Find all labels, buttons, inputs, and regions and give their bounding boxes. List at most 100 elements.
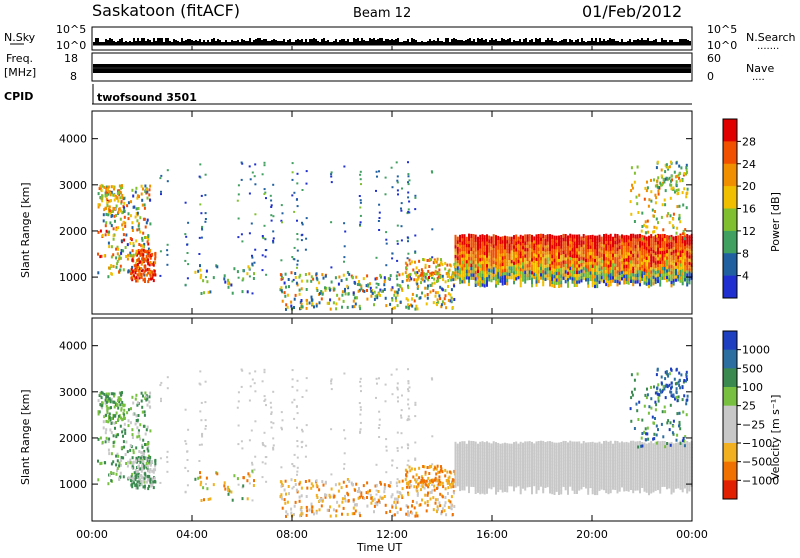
heatmap-cell [679, 214, 681, 217]
heatmap-cell [147, 465, 149, 468]
heatmap-cell [136, 207, 138, 210]
heatmap-cell [343, 463, 345, 465]
heatmap-cell [425, 471, 427, 474]
heatmap-cell [224, 481, 226, 484]
nsky-bar [493, 40, 495, 45]
heatmap-cell [376, 257, 378, 259]
heatmap-cell [440, 262, 442, 265]
heatmap-cell [130, 421, 132, 424]
heatmap-cell [112, 460, 114, 463]
heatmap-cell [408, 514, 410, 517]
heatmap-cell [401, 494, 403, 497]
heatmap-cell [647, 231, 649, 234]
heatmap-cell [108, 231, 110, 234]
nsky-bar [683, 39, 685, 45]
heatmap-cell [425, 264, 427, 267]
heatmap-cell [654, 210, 656, 213]
heatmap-cell [344, 231, 346, 233]
heatmap-cell [407, 403, 409, 405]
heatmap-cell [401, 446, 403, 448]
heatmap-cell [297, 457, 299, 459]
heatmap-cell [435, 498, 437, 501]
heatmap-cell [405, 306, 407, 309]
heatmap-cell [495, 235, 497, 239]
heatmap-cell [442, 288, 444, 291]
heatmap-cell [331, 488, 333, 491]
heatmap-cell [437, 498, 439, 501]
heatmap-cell [395, 506, 397, 509]
heatmap-cell [107, 420, 109, 423]
heatmap-cell [409, 179, 411, 181]
heatmap-cell [298, 483, 300, 486]
heatmap-cell [238, 184, 240, 186]
heatmap-cell [135, 423, 137, 426]
heatmap-cell [355, 510, 357, 513]
heatmap-cell [416, 473, 418, 476]
heatmap-cell [427, 500, 429, 503]
heatmap-cell [683, 187, 685, 190]
cpid-strip: CPID twofsound 3501 [4, 84, 692, 104]
heatmap-cell [376, 494, 378, 496]
heatmap-cell [338, 298, 340, 301]
heatmap-cell [297, 238, 299, 240]
heatmap-cell [385, 297, 387, 300]
nsky-bar [613, 39, 615, 45]
heatmap-cell [149, 456, 151, 459]
heatmap-cell [306, 299, 308, 302]
heatmap-cell [359, 307, 361, 310]
heatmap-cell [113, 227, 115, 230]
heatmap-cell [343, 373, 345, 375]
heatmap-cell [306, 390, 308, 392]
heatmap-cell [98, 399, 100, 402]
heatmap-cell [127, 461, 129, 464]
heatmap-cell [135, 398, 137, 401]
heatmap-cell [137, 480, 139, 483]
heatmap-cell [329, 505, 331, 508]
heatmap-cell [341, 306, 343, 309]
heatmap-cell [444, 469, 446, 472]
heatmap-cell [421, 292, 423, 295]
heatmap-cell [676, 175, 678, 178]
heatmap-cell [117, 260, 119, 263]
heatmap-cell [254, 370, 256, 372]
heatmap-cell [437, 258, 439, 261]
heatmap-cell [345, 292, 347, 295]
heatmap-cell [251, 430, 253, 432]
heatmap-cell [666, 163, 668, 166]
nsky-bar [219, 40, 221, 45]
heatmap-cell [438, 476, 440, 479]
heatmap-cell [406, 264, 408, 267]
heatmap-cell [280, 466, 282, 468]
heatmap-cell [457, 444, 459, 448]
heatmap-cell [359, 283, 361, 286]
heatmap-cell [433, 301, 435, 304]
nsky-bar [589, 41, 591, 45]
heatmap-cell [122, 249, 124, 252]
heatmap-cell [430, 291, 432, 294]
heatmap-cell [379, 481, 381, 484]
heatmap-cell [142, 273, 144, 276]
heatmap-cell [251, 470, 253, 473]
heatmap-cell [585, 236, 587, 240]
heatmap-cell [424, 294, 426, 297]
heatmap-cell [241, 440, 243, 442]
heatmap-cell [132, 462, 134, 465]
heatmap-cell [407, 286, 409, 289]
heatmap-cell [355, 276, 357, 279]
heatmap-cell [205, 483, 207, 485]
nsky-bar [593, 41, 595, 45]
heatmap-cell [107, 482, 109, 485]
heatmap-cell [378, 436, 380, 438]
heatmap-cell [262, 442, 264, 444]
nsky-bar [377, 39, 379, 45]
heatmap-cell [112, 185, 114, 188]
heatmap-cell [280, 480, 282, 483]
heatmap-cell [108, 186, 110, 189]
heatmap-cell [204, 194, 206, 196]
heatmap-cell [301, 446, 303, 448]
heatmap-cell [185, 409, 187, 411]
heatmap-cell [281, 485, 283, 488]
heatmap-cell [407, 510, 409, 513]
heatmap-cell [213, 276, 215, 279]
heatmap-cell [413, 278, 415, 281]
